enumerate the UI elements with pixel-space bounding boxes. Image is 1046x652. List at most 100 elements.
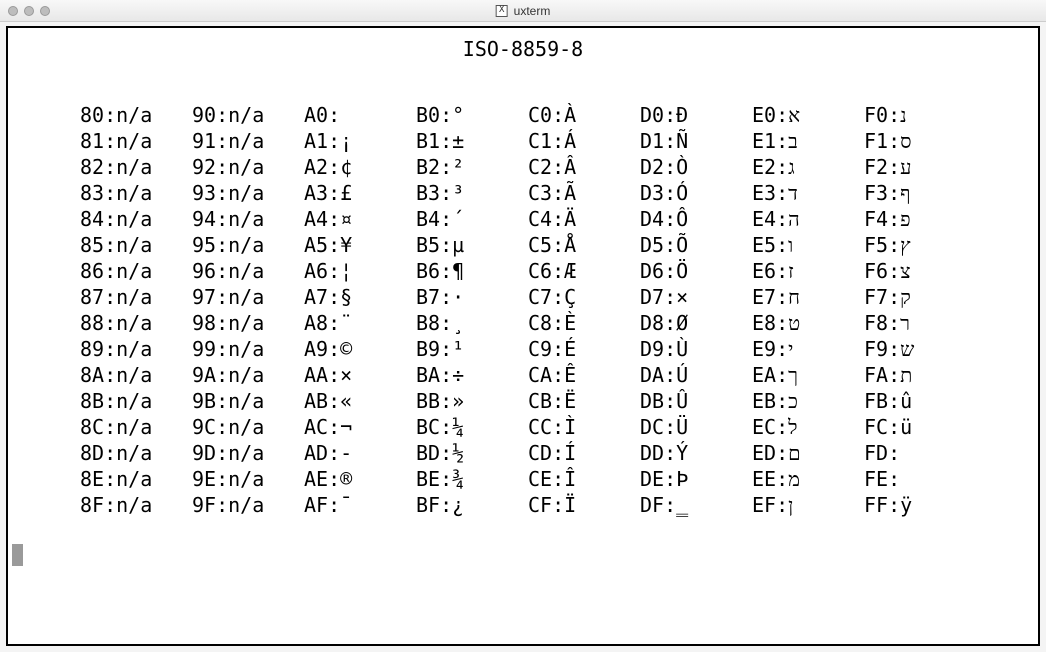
charset-cell: C3:⁨Ã⁩: [528, 180, 640, 206]
charset-cell: A7:⁨§⁩: [304, 284, 416, 310]
charset-cell: D2:⁨Ò⁩: [640, 154, 752, 180]
charset-cell: AB:⁨«⁩: [304, 388, 416, 414]
charset-row: 8B:⁨n/a⁩9B:⁨n/a⁩AB:⁨«⁩BB:⁨»⁩CB:⁨Ë⁩DB:⁨Û⁩…: [80, 388, 1038, 414]
charset-row: 8E:⁨n/a⁩9E:⁨n/a⁩AE:⁨®⁩BE:⁨¾⁩CE:⁨Î⁩DE:⁨Þ⁩…: [80, 466, 1038, 492]
window-controls: [8, 6, 50, 16]
charset-cell: 91:⁨n/a⁩: [192, 128, 304, 154]
charset-cell: 99:⁨n/a⁩: [192, 336, 304, 362]
charset-cell: 82:⁨n/a⁩: [80, 154, 192, 180]
charset-cell: A0:⁨ ⁩: [304, 102, 416, 128]
charset-cell: E1:⁨ב⁩: [752, 128, 864, 154]
charset-cell: B9:⁨¹⁩: [416, 336, 528, 362]
charset-cell: 93:⁨n/a⁩: [192, 180, 304, 206]
charset-cell: 98:⁨n/a⁩: [192, 310, 304, 336]
charset-cell: 8D:⁨n/a⁩: [80, 440, 192, 466]
charset-cell: E8:⁨ט⁩: [752, 310, 864, 336]
charset-cell: D3:⁨Ó⁩: [640, 180, 752, 206]
charset-cell: BC:⁨¼⁩: [416, 414, 528, 440]
charset-cell: 94:⁨n/a⁩: [192, 206, 304, 232]
window-title: X uxterm: [496, 4, 551, 18]
charset-cell: 8E:⁨n/a⁩: [80, 466, 192, 492]
charset-row: 83:⁨n/a⁩93:⁨n/a⁩A3:⁨£⁩B3:⁨³⁩C3:⁨Ã⁩D3:⁨Ó⁩…: [80, 180, 1038, 206]
charset-cell: CD:⁨Í⁩: [528, 440, 640, 466]
charset-cell: 92:⁨n/a⁩: [192, 154, 304, 180]
charset-cell: EA:⁨ך⁩: [752, 362, 864, 388]
charset-cell: BB:⁨»⁩: [416, 388, 528, 414]
charset-row: 8F:⁨n/a⁩9F:⁨n/a⁩AF:⁨¯⁩BF:⁨¿⁩CF:⁨Ï⁩DF:⁨‗⁩…: [80, 492, 1038, 518]
charset-cell: B4:⁨´⁩: [416, 206, 528, 232]
charset-cell: F9:⁨ש⁩: [864, 336, 976, 362]
window-title-text: uxterm: [514, 4, 551, 18]
terminal-cursor: [12, 544, 23, 566]
charset-cell: D7:⁨×⁩: [640, 284, 752, 310]
charset-cell: FE:⁨‏⁩: [864, 466, 976, 492]
zoom-button[interactable]: [40, 6, 50, 16]
charset-cell: E5:⁨ו⁩: [752, 232, 864, 258]
charset-cell: D6:⁨Ö⁩: [640, 258, 752, 284]
charset-row: 8C:⁨n/a⁩9C:⁨n/a⁩AC:⁨¬⁩BC:⁨¼⁩CC:⁨Ì⁩DC:⁨Ü⁩…: [80, 414, 1038, 440]
charset-cell: B6:⁨¶⁩: [416, 258, 528, 284]
charset-cell: CB:⁨Ë⁩: [528, 388, 640, 414]
charset-cell: 88:⁨n/a⁩: [80, 310, 192, 336]
charset-cell: B3:⁨³⁩: [416, 180, 528, 206]
charset-cell: C7:⁨Ç⁩: [528, 284, 640, 310]
charset-cell: C9:⁨É⁩: [528, 336, 640, 362]
charset-cell: AE:⁨®⁩: [304, 466, 416, 492]
charset-cell: F5:⁨ץ⁩: [864, 232, 976, 258]
charset-cell: AF:⁨¯⁩: [304, 492, 416, 518]
charset-cell: A2:⁨¢⁩: [304, 154, 416, 180]
charset-cell: A4:⁨¤⁩: [304, 206, 416, 232]
charset-row: 88:⁨n/a⁩98:⁨n/a⁩A8:⁨¨⁩B8:⁨¸⁩C8:⁨È⁩D8:⁨Ø⁩…: [80, 310, 1038, 336]
charset-cell: 85:⁨n/a⁩: [80, 232, 192, 258]
charset-cell: DA:⁨Ú⁩: [640, 362, 752, 388]
charset-cell: 81:⁨n/a⁩: [80, 128, 192, 154]
charset-cell: F3:⁨ף⁩: [864, 180, 976, 206]
charset-cell: F8:⁨ר⁩: [864, 310, 976, 336]
charset-row: 86:⁨n/a⁩96:⁨n/a⁩A6:⁨¦⁩B6:⁨¶⁩C6:⁨Æ⁩D6:⁨Ö⁩…: [80, 258, 1038, 284]
charset-cell: BD:⁨½⁩: [416, 440, 528, 466]
charset-cell: EF:⁨ן⁩: [752, 492, 864, 518]
charset-row: 89:⁨n/a⁩99:⁨n/a⁩A9:⁨©⁩B9:⁨¹⁩C9:⁨É⁩D9:⁨Ù⁩…: [80, 336, 1038, 362]
charset-cell: C0:⁨À⁩: [528, 102, 640, 128]
charset-cell: D9:⁨Ù⁩: [640, 336, 752, 362]
charset-cell: AC:⁨¬⁩: [304, 414, 416, 440]
encoding-heading: ISO-8859-8: [8, 34, 1038, 62]
charset-cell: 80:⁨n/a⁩: [80, 102, 192, 128]
charset-cell: B1:⁨±⁩: [416, 128, 528, 154]
charset-cell: 95:⁨n/a⁩: [192, 232, 304, 258]
terminal[interactable]: ISO-8859-8 80:⁨n/a⁩90:⁨n/a⁩A0:⁨ ⁩B0:⁨°⁩C…: [6, 26, 1040, 646]
charset-cell: F2:⁨ע⁩: [864, 154, 976, 180]
charset-cell: A6:⁨¦⁩: [304, 258, 416, 284]
charset-cell: FD:⁨‎⁩: [864, 440, 976, 466]
charset-cell: D1:⁨Ñ⁩: [640, 128, 752, 154]
charset-cell: AD:⁨-⁩: [304, 440, 416, 466]
charset-cell: C4:⁨Ä⁩: [528, 206, 640, 232]
charset-cell: ED:⁨ם⁩: [752, 440, 864, 466]
charset-cell: C2:⁨Â⁩: [528, 154, 640, 180]
charset-cell: CE:⁨Î⁩: [528, 466, 640, 492]
charset-cell: F0:⁨נ⁩: [864, 102, 976, 128]
charset-cell: FC:⁨ü⁩: [864, 414, 976, 440]
charset-cell: 90:⁨n/a⁩: [192, 102, 304, 128]
charset-cell: A8:⁨¨⁩: [304, 310, 416, 336]
minimize-button[interactable]: [24, 6, 34, 16]
charset-row: 80:⁨n/a⁩90:⁨n/a⁩A0:⁨ ⁩B0:⁨°⁩C0:⁨À⁩D0:⁨Ð⁩…: [80, 102, 1038, 128]
charset-cell: E4:⁨ה⁩: [752, 206, 864, 232]
charset-cell: 8A:⁨n/a⁩: [80, 362, 192, 388]
app-icon: X: [496, 5, 508, 17]
charset-cell: A1:⁨¡⁩: [304, 128, 416, 154]
charset-cell: D5:⁨Õ⁩: [640, 232, 752, 258]
close-button[interactable]: [8, 6, 18, 16]
charset-cell: D8:⁨Ø⁩: [640, 310, 752, 336]
charset-row: 8D:⁨n/a⁩9D:⁨n/a⁩AD:⁨-⁩BD:⁨½⁩CD:⁨Í⁩DD:⁨Ý⁩…: [80, 440, 1038, 466]
charset-row: 87:⁨n/a⁩97:⁨n/a⁩A7:⁨§⁩B7:⁨·⁩C7:⁨Ç⁩D7:⁨×⁩…: [80, 284, 1038, 310]
charset-cell: D0:⁨Ð⁩: [640, 102, 752, 128]
charset-cell: B0:⁨°⁩: [416, 102, 528, 128]
charset-cell: FB:⁨û⁩: [864, 388, 976, 414]
charset-cell: 9A:⁨n/a⁩: [192, 362, 304, 388]
window-titlebar: X uxterm: [0, 0, 1046, 22]
charset-cell: E3:⁨ד⁩: [752, 180, 864, 206]
charset-cell: 8C:⁨n/a⁩: [80, 414, 192, 440]
charset-row: 82:⁨n/a⁩92:⁨n/a⁩A2:⁨¢⁩B2:⁨²⁩C2:⁨Â⁩D2:⁨Ò⁩…: [80, 154, 1038, 180]
charset-cell: C8:⁨È⁩: [528, 310, 640, 336]
